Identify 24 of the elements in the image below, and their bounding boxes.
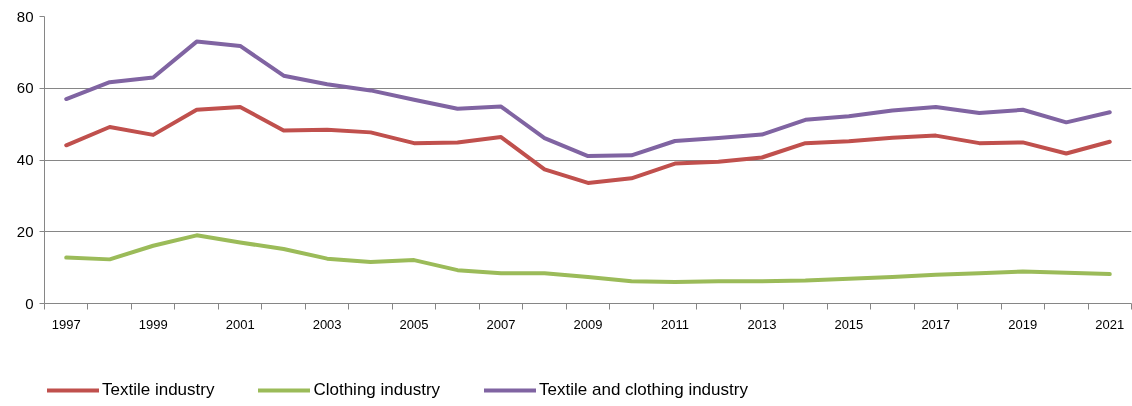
x-tick-label: 2013 (747, 316, 777, 332)
x-tick-label: 2003 (312, 316, 342, 332)
x-tick-label: 2001 (225, 316, 255, 332)
line-series (64, 39, 1112, 159)
legend-label: Textile and clothing industry (539, 380, 748, 400)
x-tick-label: 2005 (399, 316, 429, 332)
x-tick-label: 2015 (834, 316, 864, 332)
x-tick-label: 2019 (1008, 316, 1038, 332)
line-series (64, 104, 1112, 185)
line-series (64, 233, 1112, 284)
legend-label: Textile industry (102, 380, 215, 400)
x-tick-label: 1999 (138, 316, 168, 332)
x-tick-label: 2017 (921, 316, 951, 332)
y-tick-label: 80 (16, 7, 34, 25)
x-tick-label: 2009 (573, 316, 603, 332)
x-tick-label: 2021 (1095, 316, 1125, 332)
x-tick-label: 2011 (660, 316, 689, 332)
x-tick-label: 2007 (486, 316, 516, 332)
y-tick-label: 20 (16, 222, 34, 240)
y-tick-label: 0 (25, 294, 34, 312)
x-tick-label: 1997 (51, 316, 81, 332)
y-tick-label: 60 (16, 79, 34, 97)
y-tick-label: 40 (16, 151, 34, 168)
legend-label: Clothing industry (313, 380, 441, 400)
